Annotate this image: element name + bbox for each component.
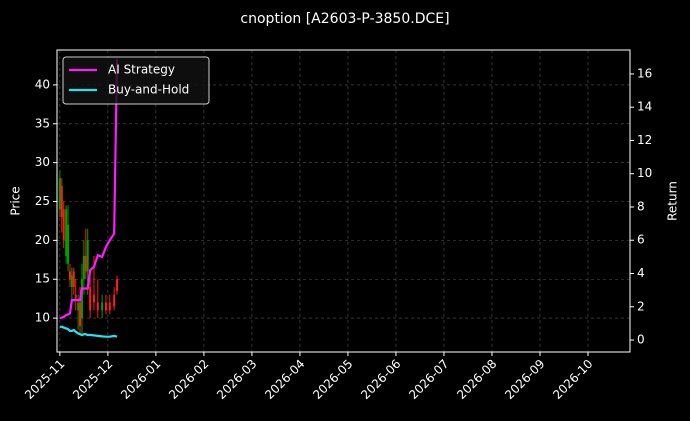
x-tick-label: 2026-08 [454,357,499,402]
line-series [59,325,118,338]
y2-tick-label: 10 [637,166,652,180]
y-tick-label: 35 [35,116,50,130]
y-axis-label: Price [9,186,23,215]
candle-body [113,294,116,307]
y-tick-label: 25 [35,194,50,208]
candle-body [96,302,99,311]
candle-body [60,185,63,218]
y2-tick-label: 0 [637,333,645,347]
candle-body [72,271,75,288]
y2-tick-label: 2 [637,299,645,313]
x-tick-label: 2025-12 [70,357,115,402]
y2-tick-label: 4 [637,266,645,280]
candle-body [65,209,68,256]
x-tick-label: 2026-09 [502,357,547,402]
y-tick-label: 10 [35,311,50,325]
candle-body [104,302,107,311]
candle-body [84,255,87,272]
y-tick-label: 40 [35,77,50,91]
candle-body [108,302,111,311]
y-tick-label: 20 [35,233,50,247]
y2-tick-label: 14 [637,100,652,114]
candle-body [68,271,71,280]
candle-body [82,255,85,280]
candle-body [89,287,92,311]
x-tick-label: 2026-02 [166,357,211,402]
chart-title: cnoption [A2603-P-3850.DCE] [240,11,449,27]
candle-body [74,294,77,299]
y2-tick-label: 16 [637,66,652,80]
x-tick-label: 2026-03 [214,357,259,402]
y-tick-label: 15 [35,272,50,286]
candle-body [86,240,89,272]
candle-body [70,275,73,288]
line-series [59,58,119,320]
y2-axis-label: Return [666,181,680,221]
legend-box [62,56,210,105]
plot-area [58,58,119,338]
x-tick-label: 2026-04 [262,357,307,402]
candle-body [92,294,95,303]
legend-label: AI Strategy [108,63,175,77]
legend-label: Buy-and-Hold [108,83,189,97]
candle-body [101,302,104,311]
x-tick-label: 2026-01 [118,357,163,402]
candle-body [77,302,80,311]
candle-body [116,279,119,291]
y-tick-label: 30 [35,155,50,169]
plot-frame [56,49,631,353]
x-tick-label: 2026-07 [406,357,451,402]
candle-body [62,209,65,241]
x-tick-label: 2026-06 [358,357,403,402]
x-tick-label: 2025-11 [22,357,67,402]
candle-body [67,224,70,264]
y2-tick-label: 8 [637,199,645,213]
x-tick-label: 2026-05 [310,357,355,402]
x-tick-label: 2026-10 [550,357,595,402]
candle-body [80,279,83,319]
candle-body [58,178,61,210]
candle-body [79,302,82,326]
y2-tick-label: 6 [637,233,645,247]
y2-tick-label: 12 [637,133,652,147]
